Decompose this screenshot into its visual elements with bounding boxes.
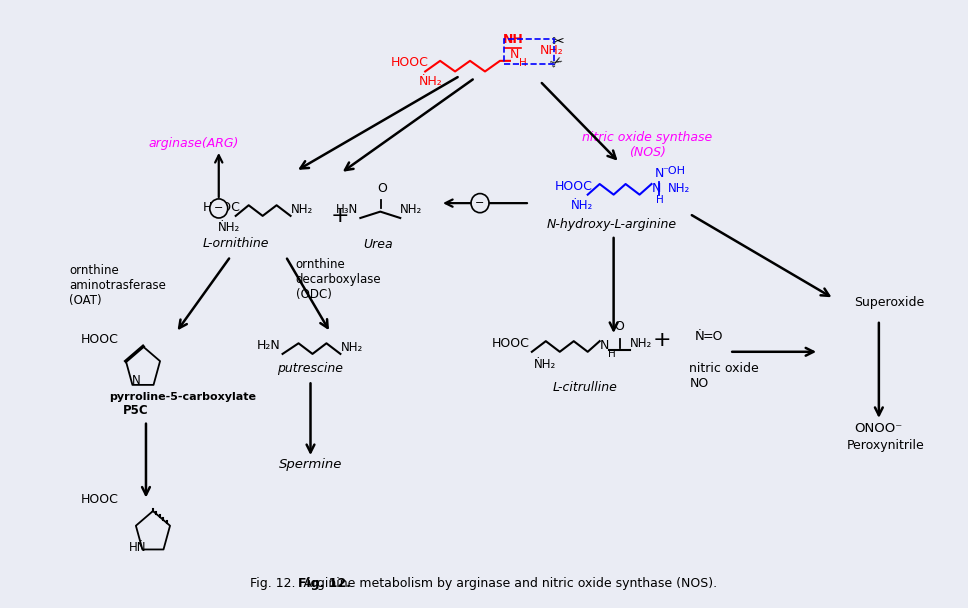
Circle shape bbox=[471, 193, 489, 213]
Text: −: − bbox=[214, 204, 224, 213]
Text: (OAT): (OAT) bbox=[69, 294, 102, 307]
Text: NH₂: NH₂ bbox=[540, 44, 563, 57]
Text: nitric oxide: nitric oxide bbox=[689, 362, 759, 375]
Text: HOOC: HOOC bbox=[203, 201, 241, 214]
Text: pyrroline-5-carboxylate: pyrroline-5-carboxylate bbox=[109, 392, 257, 402]
Text: Urea: Urea bbox=[364, 238, 393, 251]
Text: NO: NO bbox=[689, 377, 709, 390]
Text: −: − bbox=[475, 198, 485, 208]
Text: HOOC: HOOC bbox=[555, 179, 592, 193]
Text: HOOC: HOOC bbox=[81, 333, 119, 347]
Text: H: H bbox=[655, 195, 663, 206]
Text: decarboxylase: decarboxylase bbox=[295, 273, 381, 286]
Text: H₂N: H₂N bbox=[257, 339, 281, 352]
Text: HOOC: HOOC bbox=[81, 492, 119, 506]
Text: ṄH₂: ṄH₂ bbox=[570, 199, 592, 212]
Text: +: + bbox=[652, 330, 671, 350]
Text: aminotrasferase: aminotrasferase bbox=[69, 279, 166, 292]
Text: N: N bbox=[651, 182, 661, 195]
Text: putrescine: putrescine bbox=[278, 362, 344, 375]
Text: =O: =O bbox=[703, 330, 723, 344]
Text: ornthine: ornthine bbox=[295, 258, 346, 271]
Circle shape bbox=[210, 199, 227, 218]
Text: Superoxide: Superoxide bbox=[854, 296, 924, 309]
Text: HṄ: HṄ bbox=[129, 541, 146, 553]
Text: H: H bbox=[519, 58, 527, 68]
Text: H₃N: H₃N bbox=[336, 203, 358, 216]
Text: Spermine: Spermine bbox=[279, 458, 342, 471]
Text: ṄH₂: ṄH₂ bbox=[218, 221, 240, 234]
Text: (ODC): (ODC) bbox=[295, 288, 331, 301]
Text: N: N bbox=[510, 48, 519, 61]
Text: N: N bbox=[132, 374, 140, 387]
Text: nitric oxide synthase: nitric oxide synthase bbox=[583, 131, 712, 143]
Text: NH: NH bbox=[502, 33, 524, 46]
Text: ⁻OH: ⁻OH bbox=[662, 165, 685, 176]
Text: L-ornithine: L-ornithine bbox=[202, 237, 269, 250]
Text: arginase(ARG): arginase(ARG) bbox=[149, 137, 239, 150]
Text: ṄH₂: ṄH₂ bbox=[533, 358, 556, 371]
Text: Fig. 12.  Arginine metabolism by arginase and nitric oxide synthase (NOS).: Fig. 12. Arginine metabolism by arginase… bbox=[251, 577, 717, 590]
Text: NH₂: NH₂ bbox=[668, 182, 690, 195]
Text: HOOC: HOOC bbox=[492, 337, 529, 350]
Text: NH₂: NH₂ bbox=[629, 337, 651, 350]
Text: O: O bbox=[615, 320, 624, 333]
Text: N-hydroxy-L-arginine: N-hydroxy-L-arginine bbox=[547, 218, 677, 231]
Text: ornthine: ornthine bbox=[69, 264, 119, 277]
Text: NH₂: NH₂ bbox=[341, 341, 363, 354]
Text: N: N bbox=[654, 167, 664, 180]
Text: N: N bbox=[599, 339, 609, 352]
Text: NH₂: NH₂ bbox=[290, 203, 313, 216]
Text: Ṅ: Ṅ bbox=[694, 330, 704, 344]
Text: H: H bbox=[608, 349, 616, 359]
Text: +: + bbox=[331, 207, 349, 227]
Text: ✂: ✂ bbox=[548, 53, 566, 72]
Text: NH₂: NH₂ bbox=[400, 203, 422, 216]
Text: Peroxynitrile: Peroxynitrile bbox=[847, 438, 924, 452]
Text: P5C: P5C bbox=[123, 404, 149, 416]
Text: Fig. 12.: Fig. 12. bbox=[298, 577, 350, 590]
Text: ✂: ✂ bbox=[552, 34, 564, 49]
Text: ONOO⁻: ONOO⁻ bbox=[854, 421, 902, 435]
Text: (NOS): (NOS) bbox=[629, 145, 666, 159]
Text: ṄH₂: ṄH₂ bbox=[418, 75, 442, 88]
Text: HOOC: HOOC bbox=[390, 57, 428, 69]
Text: L-citrulline: L-citrulline bbox=[553, 381, 618, 394]
Text: O: O bbox=[378, 182, 387, 195]
